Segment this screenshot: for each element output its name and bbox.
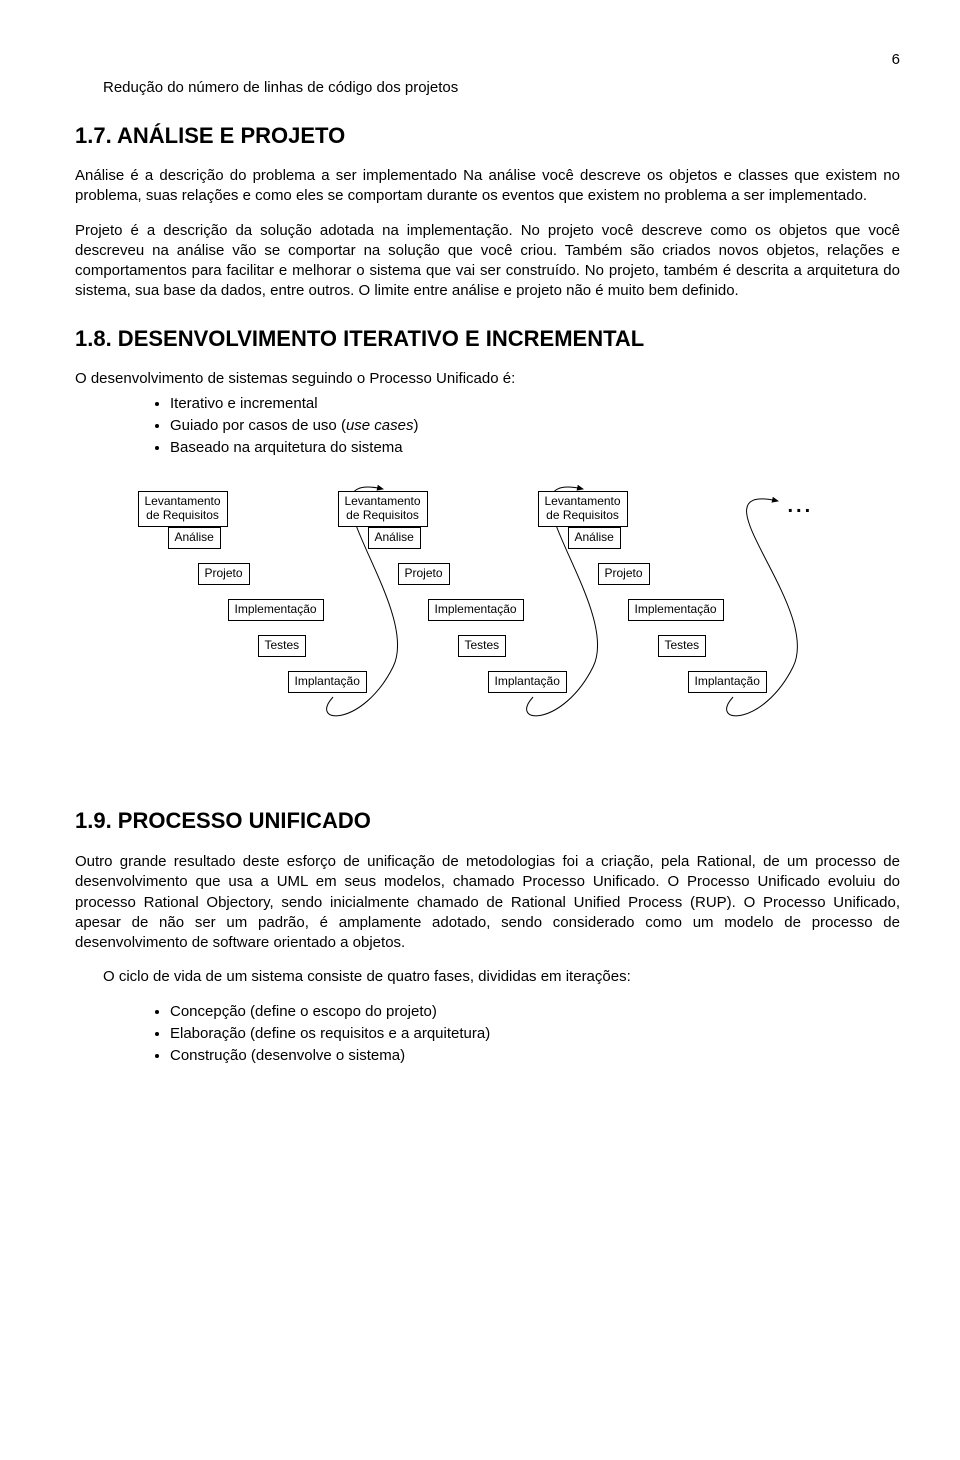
phase-box: Projeto	[198, 563, 250, 585]
phase-box: Implantação	[488, 671, 567, 693]
phase-box: Implementação	[628, 599, 724, 621]
phase-box: Implementação	[428, 599, 524, 621]
phase-box: Implementação	[228, 599, 324, 621]
list-item: Iterativo e incremental	[170, 394, 900, 414]
list-item: Baseado na arquitetura do sistema	[170, 438, 900, 458]
list-item: Guiado por casos de uso (use cases)	[170, 416, 900, 436]
section19-para1: Outro grande resultado deste esforço de …	[75, 852, 900, 953]
phase-box: Implantação	[288, 671, 367, 693]
section19-para2: O ciclo de vida de um sistema consiste d…	[75, 967, 900, 987]
heading-1-7: 1.7. ANÁLISE E PROJETO	[75, 121, 900, 151]
phase-box: Análise	[368, 527, 421, 549]
heading-1-9: 1.9. PROCESSO UNIFICADO	[75, 806, 900, 836]
phase-box: Testes	[658, 635, 707, 657]
list-item: Elaboração (define os requisitos e a arq…	[170, 1024, 900, 1044]
section19-bullets: Concepção (define o escopo do projeto)El…	[75, 1002, 900, 1067]
section18-intro: O desenvolvimento de sistemas seguindo o…	[75, 369, 900, 389]
heading-1-8: 1.8. DESENVOLVIMENTO ITERATIVO E INCREME…	[75, 324, 900, 354]
phase-box: Projeto	[398, 563, 450, 585]
phase-box: Levantamentode Requisitos	[538, 491, 628, 527]
section18-bullets: Iterativo e incrementalGuiado por casos …	[75, 394, 900, 459]
section17-para1: Análise é a descrição do problema a ser …	[75, 166, 900, 207]
phase-box: Análise	[568, 527, 621, 549]
list-item: Construção (desenvolve o sistema)	[170, 1046, 900, 1066]
phase-box: Levantamentode Requisitos	[138, 491, 228, 527]
phase-box: Testes	[258, 635, 307, 657]
phase-box: Implantação	[688, 671, 767, 693]
list-item: Concepção (define o escopo do projeto)	[170, 1002, 900, 1022]
phase-box: Testes	[458, 635, 507, 657]
phase-box: Análise	[168, 527, 221, 549]
intro-line: Redução do número de linhas de código do…	[75, 78, 900, 98]
ellipsis-icon: ...	[788, 493, 814, 520]
phase-box: Levantamentode Requisitos	[338, 491, 428, 527]
page-number: 6	[75, 50, 900, 70]
section17-para2: Projeto é a descrição da solução adotada…	[75, 221, 900, 302]
iterative-diagram: Levantamentode RequisitosAnáliseProjetoI…	[123, 476, 853, 756]
phase-box: Projeto	[598, 563, 650, 585]
